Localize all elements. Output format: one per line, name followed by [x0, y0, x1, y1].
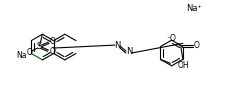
Text: O: O	[193, 41, 199, 50]
Text: N: N	[125, 48, 131, 57]
Text: N: N	[113, 41, 120, 50]
Text: Na⁺: Na⁺	[186, 4, 202, 13]
Text: O: O	[27, 48, 32, 57]
Text: O: O	[49, 47, 55, 55]
Text: ⁻O: ⁻O	[166, 34, 176, 43]
Text: O: O	[49, 37, 55, 46]
Text: S: S	[37, 42, 42, 51]
Text: OH: OH	[177, 61, 188, 70]
Text: Na: Na	[16, 51, 27, 60]
